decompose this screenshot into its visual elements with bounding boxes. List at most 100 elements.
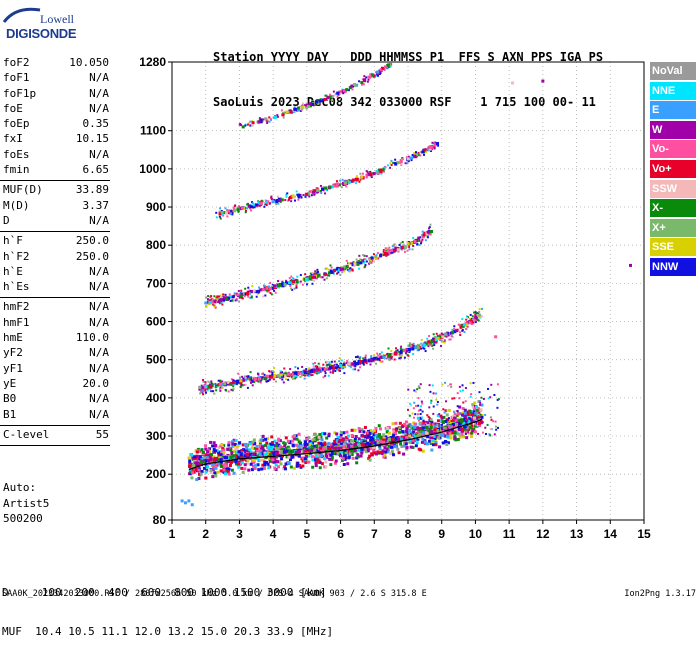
echo-point (433, 438, 437, 442)
echo-point (362, 357, 365, 360)
echo-point (473, 410, 476, 413)
echo-point (459, 390, 462, 393)
echo-point (319, 189, 322, 192)
param-value: 110.0 (75, 331, 109, 345)
echo-point (433, 422, 437, 426)
echo-point (318, 460, 322, 464)
echo-point (477, 313, 481, 317)
legend-item: SSW (650, 179, 696, 198)
echo-point (450, 335, 453, 338)
echo-point (472, 407, 476, 411)
echo-point (281, 113, 285, 117)
echo-point (270, 118, 273, 121)
echo-point (256, 451, 260, 455)
echo-point (341, 364, 344, 367)
echo-point (202, 466, 206, 470)
echo-point (405, 427, 409, 431)
echo-point (354, 450, 358, 454)
echo-point (340, 366, 343, 369)
echo-point (315, 444, 319, 448)
echo-point (273, 456, 277, 460)
echo-point (231, 295, 235, 299)
echo-point (218, 382, 222, 386)
echo-point (440, 339, 443, 342)
echo-point (421, 416, 424, 419)
echo-point (229, 460, 233, 464)
echo-point (285, 195, 288, 198)
echo-point (284, 199, 287, 202)
echo-point (407, 155, 410, 158)
echo-point (334, 443, 338, 447)
echo-point (482, 397, 485, 400)
echo-point (453, 330, 457, 334)
echo-point (371, 440, 375, 444)
echo-point (263, 373, 266, 376)
param-name: h`E (3, 264, 23, 278)
echo-point (411, 155, 414, 158)
x-tick-label: 1 (169, 527, 176, 541)
echo-point (436, 141, 440, 145)
echo-point (473, 424, 477, 428)
echo-point (463, 411, 467, 415)
echo-point (403, 247, 406, 250)
echo-point (251, 124, 254, 127)
echo-point (255, 203, 259, 207)
echo-point (308, 374, 311, 377)
param-value: 250.0 (75, 234, 109, 248)
echo-point (358, 259, 361, 262)
echo-point (286, 372, 290, 376)
echo-point (302, 102, 305, 105)
echo-point (409, 402, 412, 405)
echo-point (382, 436, 386, 440)
echo-point (345, 185, 348, 188)
echo-point (384, 450, 388, 454)
echo-point (289, 284, 292, 287)
echo-point (317, 435, 321, 439)
echo-point (413, 401, 416, 404)
echo-point (434, 443, 438, 447)
echo-point (212, 465, 216, 469)
echo-point (421, 449, 425, 453)
echo-point (306, 104, 310, 108)
echo-point (343, 265, 346, 268)
echo-point (396, 437, 400, 441)
echo-point (419, 236, 422, 239)
echo-point (461, 428, 465, 432)
echo-point (327, 432, 331, 436)
echo-point (221, 447, 225, 451)
echo-point (389, 445, 393, 449)
echo-point (280, 197, 283, 200)
echo-point (328, 185, 332, 189)
echo-point (249, 120, 252, 123)
echo-point (346, 359, 349, 362)
x-tick-label: 14 (604, 527, 618, 541)
echo-point (403, 245, 407, 249)
echo-point (295, 372, 299, 376)
echo-point (280, 198, 284, 202)
echo-point (455, 419, 459, 423)
echo-point (288, 281, 292, 285)
echo-point (204, 459, 208, 463)
param-row: h`F 250.0 (0, 234, 113, 249)
echo-point (361, 443, 365, 447)
echo-point (330, 363, 333, 366)
echo-point (252, 464, 256, 468)
echo-point (410, 156, 414, 160)
echo-point (243, 383, 246, 386)
echo-point (475, 405, 479, 409)
echo-point (354, 365, 357, 368)
legend-item: NoVal (650, 62, 696, 80)
echo-point (254, 290, 258, 294)
echo-point (252, 203, 256, 207)
echo-point (464, 426, 467, 429)
echo-point (436, 334, 439, 337)
echo-point (215, 449, 219, 453)
echo-point (260, 452, 264, 456)
echo-point (338, 454, 342, 458)
echo-point (298, 444, 302, 448)
echo-point (373, 354, 376, 357)
echo-point (311, 272, 314, 275)
echo-point (257, 372, 260, 375)
echo-point (293, 371, 297, 375)
echo-point (345, 88, 349, 92)
